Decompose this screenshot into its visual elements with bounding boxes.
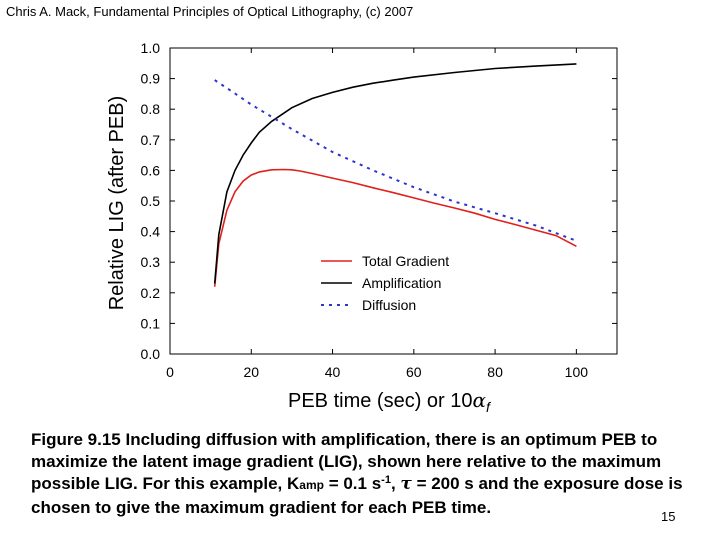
legend-label-total-gradient: Total Gradient (362, 253, 449, 269)
x-tick-label: 20 (243, 364, 259, 380)
series-line-amplification (213, 63, 577, 284)
caption-line-1: Figure 9.15 Including diffusion with amp… (31, 430, 658, 449)
caption-unit-superscript: -1 (381, 474, 391, 486)
x-axis-label-alpha: α (473, 388, 487, 412)
plot-area (213, 63, 577, 287)
legend-label-amplification: Amplification (362, 275, 441, 291)
y-tick-label: 0.9 (141, 71, 161, 87)
figure-caption: Figure 9.15 Including diffusion with amp… (31, 429, 691, 519)
x-tick-label: 80 (487, 364, 503, 380)
caption-line-4: chosen to give the maximum gradient for … (31, 498, 492, 517)
caption-line-3-mid: = 0.1 s (323, 474, 382, 493)
caption-line-3-post: = 200 s and the exposure dose is (411, 474, 683, 493)
y-tick-label: 0.1 (141, 315, 161, 331)
caption-kamp-subscript: amp (299, 478, 324, 492)
x-tick-label: 60 (406, 364, 422, 380)
y-axis-label: Relative LIG (after PEB) (106, 96, 128, 311)
x-axis-label-subscript: f (486, 399, 492, 415)
y-tick-label: 0.7 (141, 132, 161, 148)
y-tick-label: 0.8 (141, 101, 161, 117)
x-axis-label: PEB time (sec) or 10αf (288, 388, 492, 415)
y-tick-label: 0.0 (141, 346, 161, 362)
caption-line-3-comma: , (390, 474, 401, 493)
x-tick-label: 100 (565, 364, 589, 380)
lig-chart: 0.0 0.1 0.2 0.3 0.4 0.5 0.6 0.7 0.8 0.9 1.0 0 20 40 60… (106, 40, 618, 415)
x-tick-label: 40 (325, 364, 341, 380)
y-tick-label: 0.4 (141, 224, 161, 240)
x-axis-label-main: PEB time (sec) or 10 (288, 390, 473, 412)
y-tick-label: 0.3 (141, 254, 161, 270)
chart-axes: 0.0 0.1 0.2 0.3 0.4 0.5 0.6 0.7 0.8 0.9 1.0 0 20 40 60… (141, 40, 618, 380)
y-tick-label: 1.0 (141, 40, 161, 56)
page-number: 15 (661, 509, 676, 524)
y-tick-label: 0.5 (141, 193, 161, 209)
y-tick-label: 0.6 (141, 162, 161, 178)
series-line-total-gradient (213, 168, 577, 287)
series-line-diffusion (214, 79, 577, 242)
caption-line-3: possible LIG. For this example, Kamp = 0… (31, 473, 691, 497)
caption-line-3-pre: possible LIG. For this example, K (31, 474, 300, 493)
y-tick-label: 0.2 (141, 285, 161, 301)
legend: Total Gradient Amplification Diffusion (321, 253, 449, 313)
source-credit: Chris A. Mack, Fundamental Principles of… (6, 4, 414, 19)
legend-label-diffusion: Diffusion (362, 297, 416, 313)
caption-line-2: maximize the latent image gradient (LIG)… (31, 452, 662, 471)
x-tick-label: 0 (166, 364, 174, 380)
caption-tau-symbol: τ (400, 474, 412, 494)
